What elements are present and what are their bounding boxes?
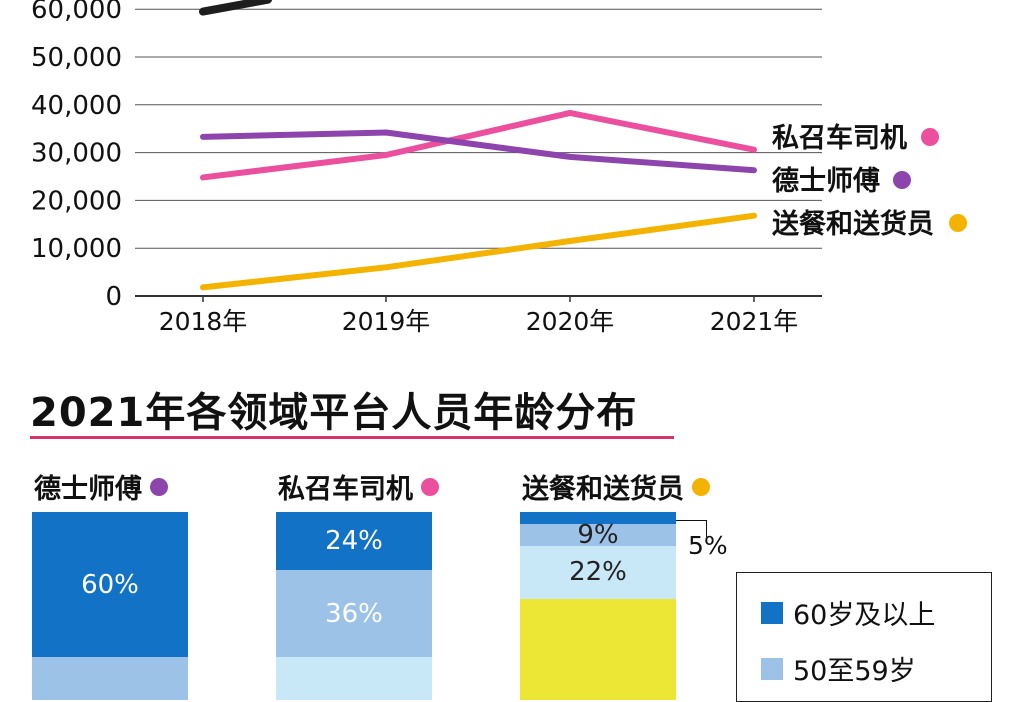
- legend-dot-delivery: [949, 214, 967, 232]
- bar-segment: [276, 657, 432, 700]
- legend-swatch-60-plus: [761, 601, 783, 624]
- distribution-title: 2021年各领域平台人员年龄分布: [30, 390, 638, 436]
- age-legend: 60岁及以上 50至59岁: [736, 572, 992, 702]
- y-tick-label: 10,000: [31, 234, 122, 264]
- x-tick-label: 2019年: [342, 307, 431, 336]
- bar-segment: [520, 599, 676, 700]
- bar-category-text: 私召车司机: [278, 474, 413, 505]
- legend-row-60-plus: 60岁及以上: [761, 593, 935, 632]
- bar-segment: 24%: [276, 512, 432, 571]
- partial-top-line: [199, 0, 272, 16]
- legend-dot-taxi: [893, 171, 911, 189]
- line-chart: 0 10,000 20,000 30,000 40,000 50,000 60,000 20…: [31, 0, 967, 336]
- y-tick-label: 60,000: [31, 0, 122, 25]
- segment-value-label: 9%: [577, 519, 619, 550]
- bar-segment: 22%: [520, 545, 676, 600]
- bar-segment: [520, 512, 676, 525]
- callout-value-label: 5%: [688, 531, 728, 560]
- category-dot: [150, 477, 168, 496]
- category-dot: [421, 477, 439, 496]
- legend-label-50-59: 50至59岁: [793, 656, 916, 687]
- bar-category-label: 德士师傅: [34, 467, 168, 506]
- bar-category-label: 送餐和送货员: [522, 467, 710, 506]
- legend-row-50-59: 50至59岁: [761, 649, 916, 688]
- x-tick-label: 2018年: [159, 307, 248, 336]
- x-tick-label: 2021年: [710, 307, 799, 336]
- segment-value-label: 60%: [81, 569, 139, 600]
- legend-label-60-plus: 60岁及以上: [793, 600, 936, 631]
- y-tick-label: 50,000: [31, 43, 122, 73]
- bar-segment: [32, 657, 188, 700]
- bar-segment: 60%: [32, 512, 188, 658]
- callout-leader-line: [676, 520, 707, 537]
- chart-grid: [135, 8, 822, 297]
- y-tick-label: 40,000: [31, 91, 122, 121]
- legend-dot-private-hire: [921, 128, 939, 146]
- title-underline: [30, 436, 674, 439]
- taxi-line: [200, 129, 757, 174]
- legend-swatch-50-59: [761, 657, 783, 680]
- legend-label-delivery: 送餐和送货员: [772, 208, 934, 240]
- x-axis-ticks: 2018年 2019年 2020年 2021年: [159, 296, 799, 336]
- y-tick-label: 0: [105, 282, 122, 312]
- legend-label-taxi: 德士师傅: [772, 166, 880, 197]
- delivery-line: [200, 212, 757, 291]
- bar-category-label: 私召车司机: [278, 467, 439, 506]
- private-hire-line: [200, 109, 757, 181]
- x-tick-label: 2020年: [526, 307, 615, 336]
- category-dot: [692, 477, 710, 496]
- bar-segment: 36%: [276, 570, 432, 658]
- segment-value-label: 22%: [569, 557, 627, 588]
- segment-value-label: 24%: [325, 526, 383, 557]
- y-tick-label: 30,000: [31, 139, 122, 169]
- segment-value-label: 36%: [325, 598, 383, 629]
- legend-label-private-hire: 私召车司机: [772, 122, 907, 154]
- bar-category-text: 德士师傅: [34, 474, 142, 505]
- y-tick-label: 20,000: [31, 186, 122, 216]
- y-axis-ticks: 0 10,000 20,000 30,000 40,000 50,000 60,000: [31, 0, 122, 312]
- chart-series: [199, 0, 757, 291]
- bar-category-text: 送餐和送货员: [522, 474, 684, 505]
- bar-segment: 9%: [520, 520, 676, 550]
